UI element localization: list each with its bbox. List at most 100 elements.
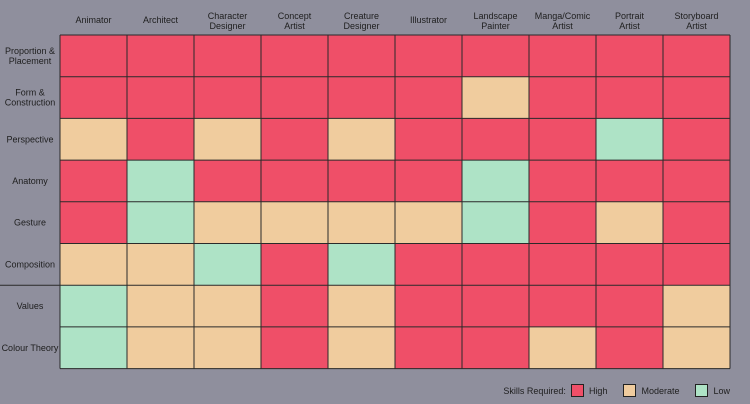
cell-composition-illustrator: [395, 243, 462, 286]
cell-form-construction-animator: [60, 76, 127, 119]
column-labels: Animator Architect Character Designer Concep…: [75, 11, 718, 31]
cell-perspective-animator: [60, 118, 127, 161]
cell-gesture-creature-designer: [328, 201, 395, 244]
legend-swatch-low: [695, 384, 709, 397]
cell-gesture-animator: [60, 201, 127, 244]
column-label-concept-artist: Concept Artist: [278, 11, 312, 31]
cell-colour-theory-storyboard-artist: [663, 326, 730, 369]
row-label-proportion-placement: Proportion & Placement: [5, 46, 55, 66]
row-label-composition: Composition: [5, 259, 55, 269]
cell-perspective-illustrator: [395, 118, 462, 161]
cell-proportion-placement-illustrator: [395, 35, 462, 77]
cell-perspective-manga-comic-artist: [529, 118, 596, 161]
cell-values-concept-artist: [261, 285, 328, 327]
cell-colour-theory-character-designer: [194, 326, 261, 369]
cell-gesture-character-designer: [194, 201, 261, 244]
row-label-gesture: Gesture: [14, 218, 46, 228]
cell-colour-theory-architect: [127, 326, 194, 369]
cell-proportion-placement-portrait-artist: [596, 35, 663, 77]
cell-perspective-portrait-artist: [596, 118, 663, 161]
cell-anatomy-character-designer: [194, 160, 261, 202]
row-label-perspective: Perspective: [6, 134, 53, 144]
cell-composition-architect: [127, 243, 194, 286]
legend-swatch-moderate: [623, 384, 637, 397]
cell-values-animator: [60, 285, 127, 327]
cell-anatomy-portrait-artist: [596, 160, 663, 202]
row-label-anatomy: Anatomy: [12, 176, 48, 186]
legend-swatch-high: [570, 384, 584, 397]
cell-colour-theory-manga-comic-artist: [529, 326, 596, 369]
cell-form-construction-creature-designer: [328, 76, 395, 119]
cell-form-construction-concept-artist: [261, 76, 328, 119]
legend-label-high: High: [588, 385, 608, 396]
cell-form-construction-character-designer: [194, 76, 261, 119]
column-label-illustrator: Illustrator: [410, 15, 447, 25]
cell-proportion-placement-manga-comic-artist: [529, 35, 596, 77]
cell-gesture-manga-comic-artist: [529, 201, 596, 244]
column-label-manga-comic-artist: Manga/Comic Artist: [535, 11, 591, 31]
cell-anatomy-manga-comic-artist: [529, 160, 596, 202]
cell-anatomy-landscape-painter: [462, 160, 529, 202]
cell-anatomy-illustrator: [395, 160, 462, 202]
cell-colour-theory-landscape-painter: [462, 326, 529, 369]
cell-form-construction-architect: [127, 76, 194, 119]
cell-composition-manga-comic-artist: [529, 243, 596, 286]
cell-composition-landscape-painter: [462, 243, 529, 286]
cell-perspective-landscape-painter: [462, 118, 529, 161]
cell-gesture-storyboard-artist: [663, 201, 730, 244]
cell-anatomy-concept-artist: [261, 160, 328, 202]
cell-colour-theory-animator: [60, 326, 127, 369]
cell-perspective-concept-artist: [261, 118, 328, 161]
cell-form-construction-illustrator: [395, 76, 462, 119]
cell-perspective-creature-designer: [328, 118, 395, 161]
cell-proportion-placement-character-designer: [194, 35, 261, 77]
cell-perspective-character-designer: [194, 118, 261, 161]
column-label-animator: Animator: [75, 15, 111, 25]
cell-values-storyboard-artist: [663, 285, 730, 327]
row-label-values: Values: [17, 301, 44, 311]
cell-composition-animator: [60, 243, 127, 286]
cell-values-manga-comic-artist: [529, 285, 596, 327]
row-label-form-construction: Form & Construction: [5, 88, 56, 108]
legend-label-low: Low: [713, 385, 730, 396]
cell-values-character-designer: [194, 285, 261, 327]
cell-anatomy-architect: [127, 160, 194, 202]
cell-anatomy-storyboard-artist: [663, 160, 730, 202]
cell-values-portrait-artist: [596, 285, 663, 327]
cell-proportion-placement-concept-artist: [261, 35, 328, 77]
cell-colour-theory-creature-designer: [328, 326, 395, 369]
cell-gesture-architect: [127, 201, 194, 244]
column-label-creature-designer: Creature Designer: [343, 11, 379, 31]
cell-form-construction-manga-comic-artist: [529, 76, 596, 119]
grid-lines: [0, 34, 731, 370]
cell-gesture-concept-artist: [261, 201, 328, 244]
column-label-landscape-painter: Landscape Painter: [473, 11, 517, 31]
column-label-portrait-artist: Portrait Artist: [615, 11, 645, 31]
cell-composition-storyboard-artist: [663, 243, 730, 286]
cell-form-construction-portrait-artist: [596, 76, 663, 119]
cell-gesture-landscape-painter: [462, 201, 529, 244]
row-labels: Proportion & Placement Form & Construction P…: [2, 46, 59, 353]
cell-colour-theory-illustrator: [395, 326, 462, 369]
cell-colour-theory-portrait-artist: [596, 326, 663, 369]
cell-perspective-storyboard-artist: [663, 118, 730, 161]
cell-colour-theory-concept-artist: [261, 326, 328, 369]
cell-composition-character-designer: [194, 243, 261, 286]
cell-values-architect: [127, 285, 194, 327]
cell-composition-portrait-artist: [596, 243, 663, 286]
cell-gesture-portrait-artist: [596, 201, 663, 244]
cell-proportion-placement-storyboard-artist: [663, 35, 730, 77]
cell-anatomy-creature-designer: [328, 160, 395, 202]
column-label-character-designer: Character Designer: [208, 11, 248, 31]
cell-perspective-architect: [127, 118, 194, 161]
column-label-architect: Architect: [143, 15, 179, 25]
heatmap-cells: [60, 35, 730, 369]
cell-proportion-placement-animator: [60, 35, 127, 77]
cell-proportion-placement-landscape-painter: [462, 35, 529, 77]
legend-label-moderate: Moderate: [641, 385, 680, 396]
row-label-colour-theory: Colour Theory: [2, 343, 59, 353]
cell-gesture-illustrator: [395, 201, 462, 244]
column-label-storyboard-artist: Storyboard Artist: [674, 11, 718, 31]
cell-form-construction-landscape-painter: [462, 76, 529, 119]
